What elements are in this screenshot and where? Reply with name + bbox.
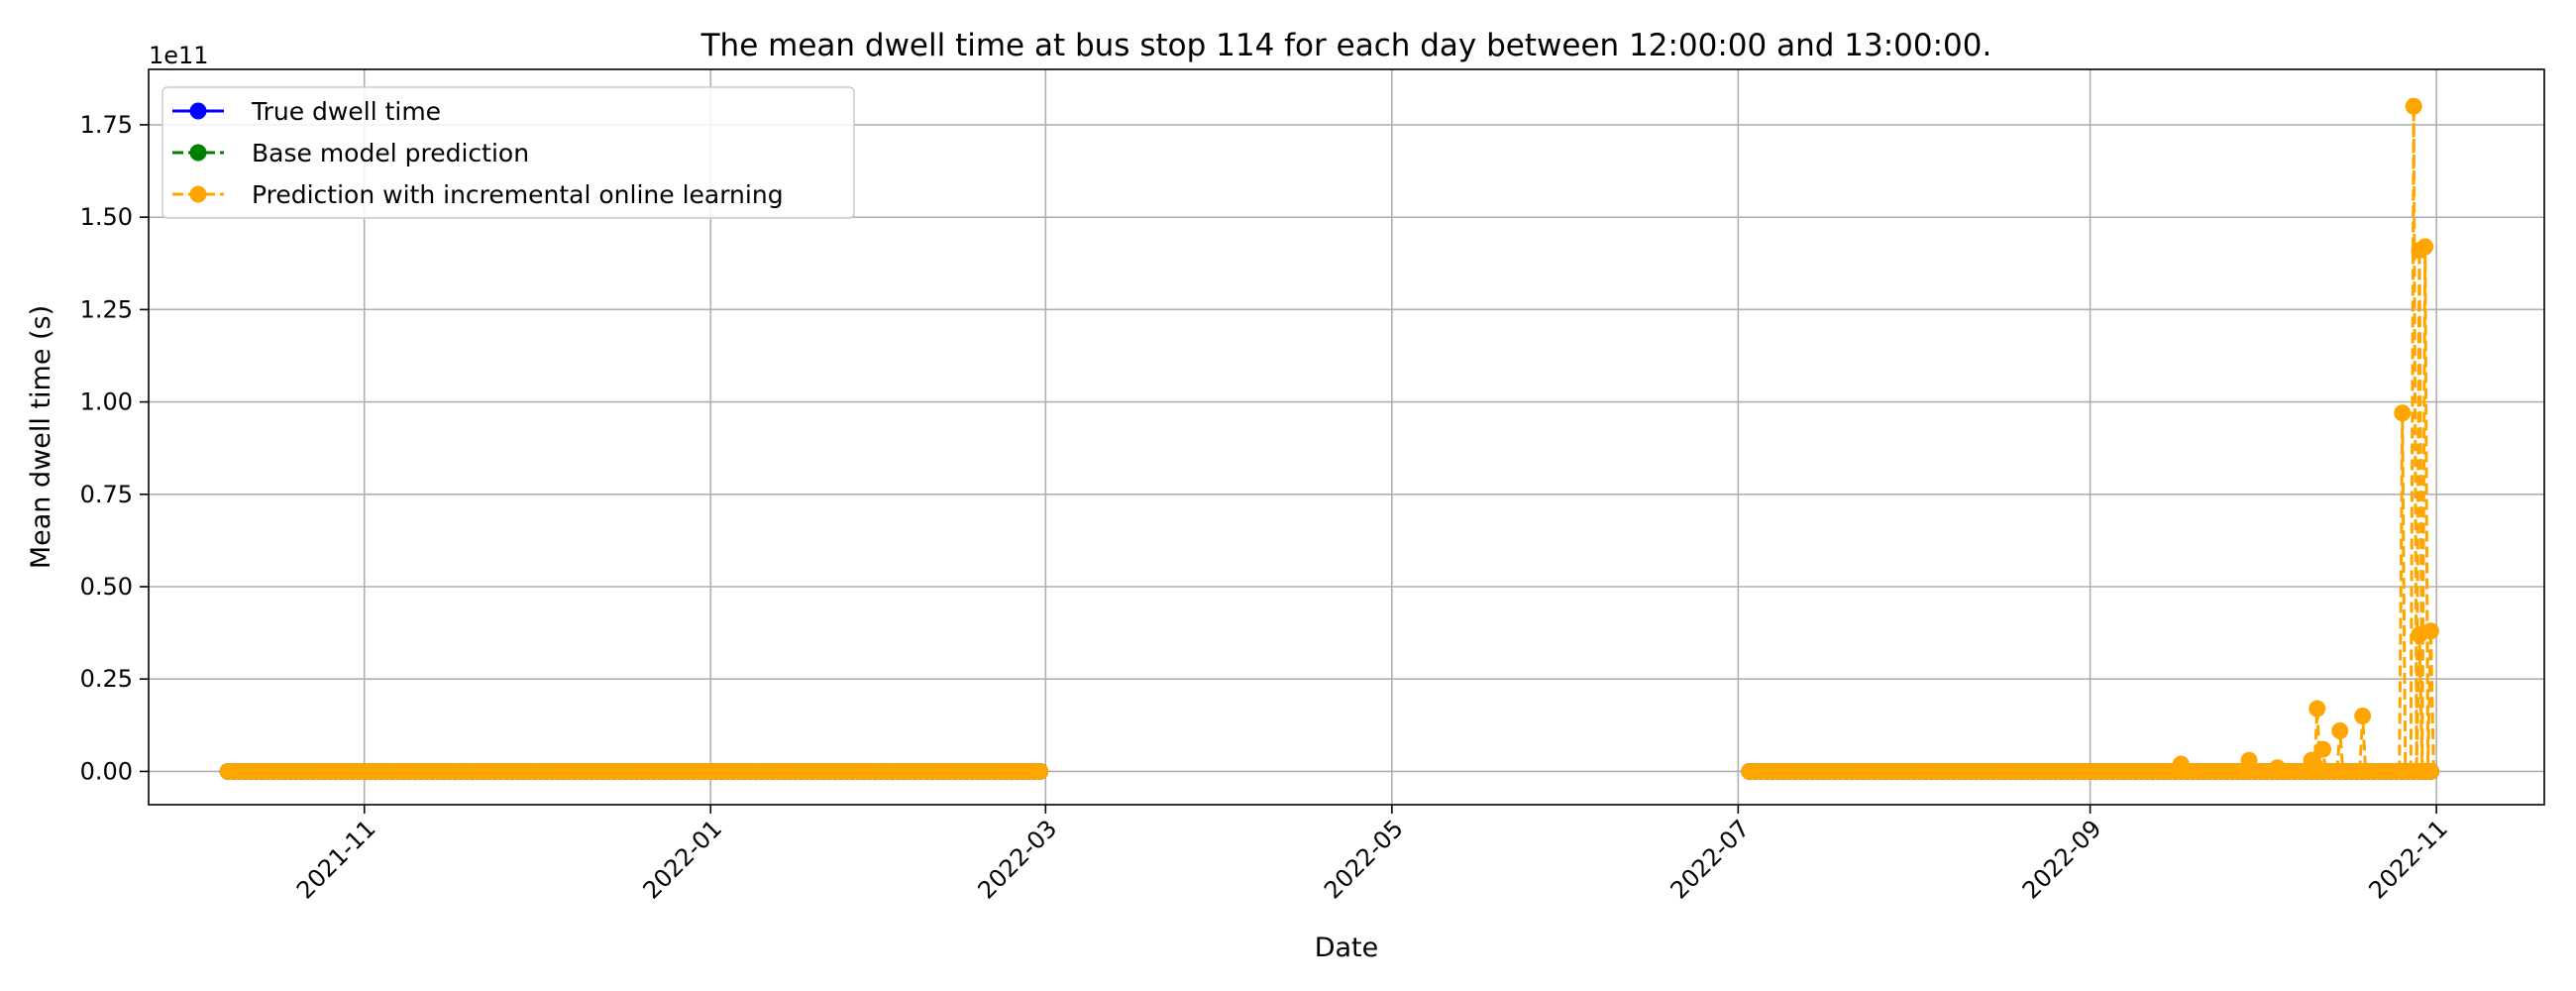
y-tick-label: 0.75 <box>80 481 133 508</box>
legend-label-true: True dwell time <box>251 97 441 126</box>
y-tick-label: 0.00 <box>80 757 133 785</box>
data-point <box>2394 404 2412 422</box>
chart-title: The mean dwell time at bus stop 114 for … <box>700 28 1992 63</box>
data-point <box>1031 762 1049 780</box>
data-point <box>2240 751 2258 769</box>
y-tick-label: 0.50 <box>80 573 133 601</box>
x-axis-label: Date <box>1315 933 1379 963</box>
data-point <box>2314 740 2332 758</box>
y-axis-label: Mean dwell time (s) <box>26 305 56 569</box>
legend: True dwell time Base model prediction Pr… <box>161 86 855 219</box>
legend-marker-0 <box>189 102 207 120</box>
data-point <box>2421 622 2439 640</box>
data-point <box>2308 700 2326 717</box>
data-point <box>2331 721 2349 739</box>
plot-frame <box>148 68 2545 806</box>
data-point <box>2421 762 2439 780</box>
y-tick-label: 1.25 <box>80 295 133 323</box>
data-point <box>2172 755 2190 773</box>
data-point <box>2354 708 2372 725</box>
series-layer <box>219 97 2439 780</box>
y-tick-label: 1.75 <box>80 111 133 139</box>
series-2 <box>219 97 2439 780</box>
legend-label-incremental: Prediction with incremental online learn… <box>252 180 784 209</box>
data-point <box>2269 759 2287 777</box>
data-point <box>2405 97 2422 115</box>
legend-marker-2 <box>189 185 207 203</box>
y-tick-label: 1.50 <box>80 203 133 231</box>
y-tick-label: 0.25 <box>80 665 133 693</box>
y-offset-label: 1e11 <box>149 42 209 69</box>
legend-box <box>161 86 855 219</box>
legend-marker-1 <box>189 144 207 162</box>
y-tick-label: 1.00 <box>80 388 133 416</box>
data-point <box>2303 751 2320 769</box>
legend-label-base: Base model prediction <box>252 139 529 167</box>
data-point <box>2416 238 2434 256</box>
